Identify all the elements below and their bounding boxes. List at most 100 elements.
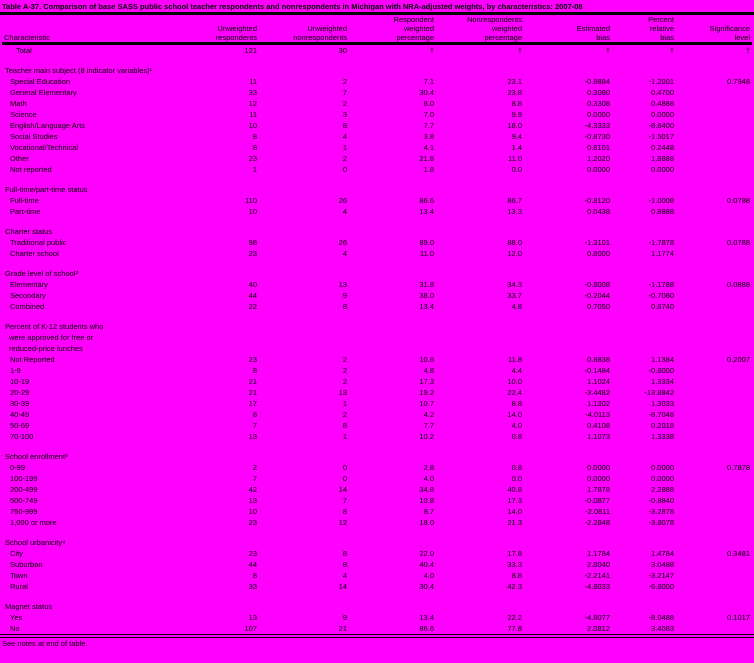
value-cell: -1.3101	[584, 237, 610, 247]
value-cell: 0	[342, 462, 347, 472]
section-row: Grade level of school²	[2, 267, 752, 278]
value-cell: 2	[342, 354, 347, 364]
value-cell: 14	[338, 581, 347, 591]
column-header-line: Characteristic	[4, 33, 50, 42]
value-cell	[676, 430, 752, 441]
value-cell: 2.8	[423, 462, 434, 472]
value-cell: 21	[248, 376, 257, 386]
row-label: Total	[16, 45, 32, 55]
row-label: General Elementary	[10, 87, 77, 97]
value-cell: 1	[252, 164, 257, 174]
value-cell: 4.8	[511, 301, 522, 311]
value-cell: 13.4	[419, 301, 434, 311]
value-cell: 12.0	[507, 248, 522, 258]
row-label: 200-499	[10, 484, 38, 494]
value-cell: 34.3	[507, 279, 522, 289]
value-cell: 23	[248, 248, 257, 258]
value-cell: 4.0	[511, 420, 522, 430]
table-footnote: See notes at end of table.	[2, 638, 88, 648]
value-cell: 2.0812	[587, 623, 610, 633]
value-cell: 2	[342, 409, 347, 419]
column-header-line: bias	[660, 33, 674, 42]
row-label: 30-39	[10, 398, 30, 408]
value-cell: †	[429, 45, 434, 55]
column-header: Unweighted nonrespondents	[259, 15, 349, 45]
value-cell: -1.2001	[648, 76, 674, 86]
value-cell: 8	[342, 420, 347, 430]
value-cell: 1.8	[423, 164, 434, 174]
value-cell: 4.2	[423, 409, 434, 419]
value-cell: -0.7080	[648, 290, 674, 300]
value-cell: 14.0	[507, 409, 522, 419]
value-cell: 9	[342, 612, 347, 622]
column-header-line: percentage	[396, 33, 434, 42]
value-cell: †	[517, 45, 522, 55]
value-cell: 0.3080	[587, 87, 610, 97]
value-cell: -0.8120	[584, 195, 610, 205]
spacer-cell	[2, 174, 752, 183]
value-cell: 42.3	[507, 581, 522, 591]
column-header: Estimated bias	[524, 15, 612, 45]
value-cell: 30.4	[419, 87, 434, 97]
value-cell: 1.1302	[587, 398, 610, 408]
value-cell: 8	[252, 409, 257, 419]
value-cell: 8.8	[511, 570, 522, 580]
value-cell: 33	[248, 581, 257, 591]
value-cell: 3.0488	[651, 559, 674, 569]
value-cell: 1.2020	[587, 153, 610, 163]
section-label: Magnet status	[5, 601, 53, 611]
row-label: Town	[10, 570, 28, 580]
value-cell: 2	[342, 376, 347, 386]
spacer-cell	[2, 591, 752, 600]
value-cell: 4.0	[423, 570, 434, 580]
footer-rule	[0, 633, 754, 638]
table-row: 0-99 2 0 2.8 0.8 0.0000 0.0000 0.7878	[2, 461, 752, 472]
value-cell: -0.8000	[648, 365, 674, 375]
row-label: City	[10, 548, 23, 558]
value-cell: 0	[342, 164, 347, 174]
spacer-row	[2, 311, 752, 320]
column-header-line: Unweighted	[217, 24, 257, 33]
value-cell: 42	[248, 484, 257, 494]
spacer-row	[2, 591, 752, 600]
value-cell: 8	[342, 506, 347, 516]
value-cell: 13.4	[419, 206, 434, 216]
row-label: English/Language Arts	[10, 120, 86, 130]
value-cell: 11.0	[507, 153, 522, 163]
value-cell: 0.7878	[727, 462, 750, 472]
value-cell: -2.2141	[584, 570, 610, 580]
value-cell: 18.0	[507, 120, 522, 130]
table-row: Vocational/Technical 8 1 4.1 1.4 0.8101 0.2448	[2, 141, 752, 152]
row-label: Special Education	[10, 76, 71, 86]
value-cell: 13.4	[419, 612, 434, 622]
value-cell: 26	[338, 237, 347, 247]
value-cell: 1	[342, 398, 347, 408]
value-cell: 0.4700	[651, 87, 674, 97]
value-cell: -8.8400	[648, 120, 674, 130]
column-header-line: Estimated	[576, 24, 610, 33]
value-cell: 0.2018	[651, 420, 674, 430]
value-cell: 0.3308	[587, 98, 610, 108]
value-cell	[676, 622, 752, 633]
value-cell: 0.7050	[587, 301, 610, 311]
value-cell: 21.8	[419, 153, 434, 163]
value-cell: -0.8884	[584, 76, 610, 86]
table-row: Elementary 40 13 31.8 34.3 -0.8008 -1.1788 0.08…	[2, 278, 752, 289]
value-cell: 0.0000	[651, 462, 674, 472]
value-cell: -3.2878	[648, 506, 674, 516]
value-cell: 7.0	[423, 109, 434, 119]
value-cell: 22.4	[507, 387, 522, 397]
table-row: Yes 13 9 13.4 22.2 -4.8077 -8.0488 0.1017	[2, 611, 752, 622]
value-cell	[676, 494, 752, 505]
value-cell: 0.0000	[587, 109, 610, 119]
table-row: 1,000 or more 23 12 18.0 21.3 -2.2848 -3.8078	[2, 516, 752, 527]
row-label: Traditional public	[10, 237, 67, 247]
section-row: School enrollment³	[2, 450, 752, 461]
value-cell: 9.4	[511, 131, 522, 141]
spacer-cell	[2, 216, 752, 225]
value-cell	[676, 289, 752, 300]
value-cell: 1.1024	[587, 376, 610, 386]
comparison-table: Characteristic Unweighted respondents Unwei…	[2, 15, 752, 633]
value-cell: 0.0788	[727, 237, 750, 247]
column-header-line: Significance	[709, 24, 750, 33]
